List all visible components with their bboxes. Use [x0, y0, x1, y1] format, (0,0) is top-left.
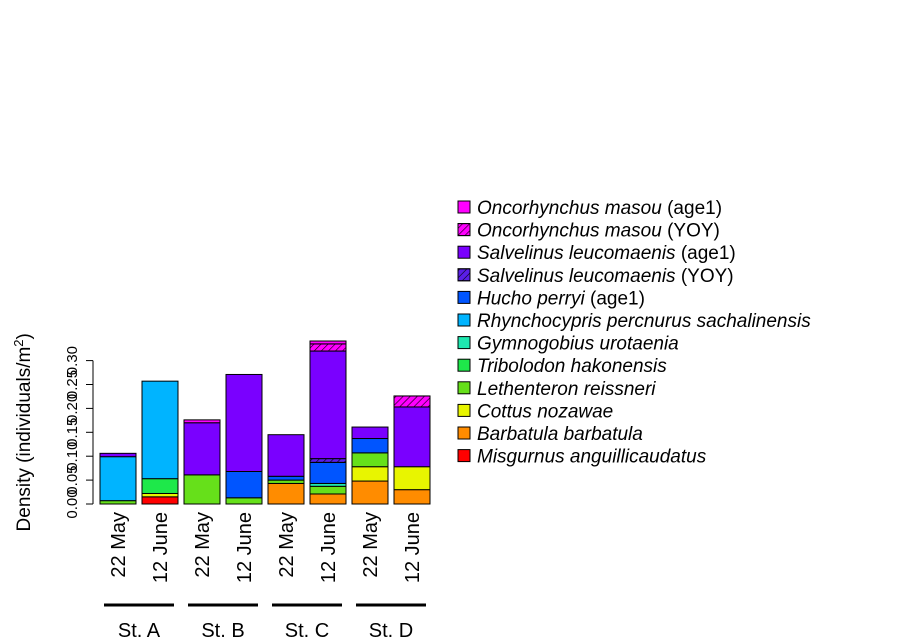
- bar-segment: [351, 426, 389, 440]
- x-tick-label: 12 June: [234, 512, 256, 583]
- y-tick-label: 0.25: [64, 370, 81, 399]
- bar-segment: [309, 485, 347, 495]
- bar-segment: [99, 456, 137, 502]
- legend-label: Gymnogobius urotaenia: [477, 334, 679, 355]
- bar-segment: [267, 434, 305, 477]
- bar-segment: [351, 466, 389, 482]
- y-axis: 0.000.050.100.150.200.250.30 Density (ind…: [11, 333, 94, 531]
- station-label: St. A: [118, 620, 161, 642]
- station-label: St. C: [285, 620, 329, 642]
- legend-label: Barbatula barbatula: [477, 424, 643, 445]
- y-tick-label: 0.20: [64, 394, 81, 423]
- legend-swatch: [457, 245, 471, 259]
- x-tick-label: 22 May: [276, 512, 298, 578]
- bar-segment: [225, 470, 263, 499]
- legend-label: Lethenteron reissneri: [477, 379, 656, 400]
- x-tick-label: 22 May: [360, 512, 382, 578]
- legend-label: Oncorhynchus masou (age1): [477, 198, 722, 219]
- x-tick-label: 12 June: [150, 512, 172, 583]
- bar-segment: [309, 340, 347, 345]
- bar-segment: [351, 452, 389, 468]
- bar-segment-hatch: [393, 395, 431, 408]
- legend-label: Misgurnus anguillicaudatus: [477, 447, 707, 468]
- bars: [99, 340, 431, 505]
- bar-segment: [393, 466, 431, 491]
- bar-segment-hatch: [309, 458, 347, 463]
- legend-label: Oncorhynchus masou (YOY): [477, 221, 720, 242]
- bar-segment: [267, 482, 305, 505]
- legend: Oncorhynchus masou (age1)Oncorhynchus ma…: [457, 198, 811, 468]
- bar-segment: [141, 496, 179, 505]
- y-tick-label: 0.30: [64, 346, 81, 375]
- legend-label: Salvelinus leucomaenis (age1): [477, 243, 736, 264]
- bar-segment: [351, 438, 389, 454]
- y-axis-label: Density (individuals/m2): [11, 333, 35, 531]
- legend-swatch: [457, 200, 471, 214]
- bar-segment: [351, 480, 389, 505]
- x-tick-label: 22 May: [108, 512, 130, 578]
- y-tick-label: 0.15: [64, 418, 81, 447]
- x-tick-label: 12 June: [318, 512, 340, 583]
- legend-swatch: [457, 403, 471, 417]
- bar-segment: [267, 479, 305, 484]
- legend-swatch-hatch: [457, 268, 471, 282]
- legend-swatch: [457, 336, 471, 350]
- y-tick-label: 0.10: [64, 442, 81, 471]
- legend-label: Hucho perryi (age1): [477, 288, 645, 309]
- legend-swatch: [457, 449, 471, 463]
- bar-segment: [225, 373, 263, 472]
- x-tick-label: 12 June: [402, 512, 424, 583]
- y-tick-label: 0.00: [64, 489, 81, 518]
- bar-segment: [141, 380, 179, 480]
- bar-segment: [183, 474, 221, 505]
- bar-segment: [141, 492, 179, 498]
- legend-swatch: [457, 358, 471, 372]
- legend-swatch: [457, 313, 471, 327]
- legend-label: Tribolodon hakonensis: [477, 356, 667, 377]
- bar-segment-hatch: [309, 343, 347, 352]
- bar-segment: [141, 478, 179, 494]
- legend-swatch: [457, 290, 471, 304]
- bar-segment: [183, 422, 221, 476]
- legend-swatch-hatch: [457, 223, 471, 237]
- bar-segment: [99, 452, 137, 458]
- bar-segment: [393, 489, 431, 505]
- bar-segment: [225, 497, 263, 505]
- bar-segment: [99, 500, 137, 505]
- y-tick-label: 0.05: [64, 465, 81, 494]
- station-label: St. B: [201, 620, 244, 642]
- legend-label: Cottus nozawae: [477, 401, 613, 422]
- bar-segment: [183, 419, 221, 424]
- x-axis-labels: 22 May 12 June 22 May 12 June 22 May 12 June 2…: [104, 512, 426, 642]
- station-label: St. D: [369, 620, 413, 642]
- bar-segment: [309, 493, 347, 505]
- bar-segment: [393, 406, 431, 468]
- bar-segment: [309, 461, 347, 484]
- legend-swatch: [457, 426, 471, 440]
- legend-swatch: [457, 381, 471, 395]
- bar-segment: [267, 475, 305, 481]
- legend-label: Rhynchocypris percnurus sachalinensis: [477, 311, 811, 332]
- bar-segment: [309, 350, 347, 460]
- legend-label: Salvelinus leucomaenis (YOY): [477, 266, 734, 287]
- x-tick-label: 22 May: [192, 512, 214, 578]
